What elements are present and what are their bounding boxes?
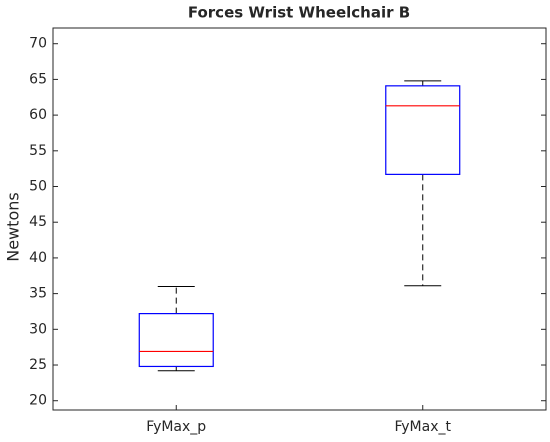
box — [138, 313, 214, 368]
x-tick-label: FyMax_p — [146, 419, 206, 435]
y-tick-label: 55 — [29, 143, 47, 159]
y-tick-label: 40 — [29, 250, 47, 266]
y-tick-label: 25 — [29, 357, 47, 373]
chart-title: Forces Wrist Wheelchair B — [188, 4, 410, 22]
plot-frame — [52, 27, 547, 411]
y-tick-label: 35 — [29, 286, 47, 302]
y-tick-label: 65 — [29, 71, 47, 87]
y-tick-label: 45 — [29, 214, 47, 230]
x-tick-label: FyMax_t — [395, 419, 452, 435]
box — [385, 85, 461, 175]
y-tick-label: 70 — [29, 36, 47, 52]
y-tick-label: 60 — [29, 107, 47, 123]
y-tick-label: 30 — [29, 321, 47, 337]
y-axis-label: Newtons — [4, 192, 23, 261]
y-tick-label: 20 — [29, 393, 47, 409]
y-tick-label: 50 — [29, 179, 47, 195]
